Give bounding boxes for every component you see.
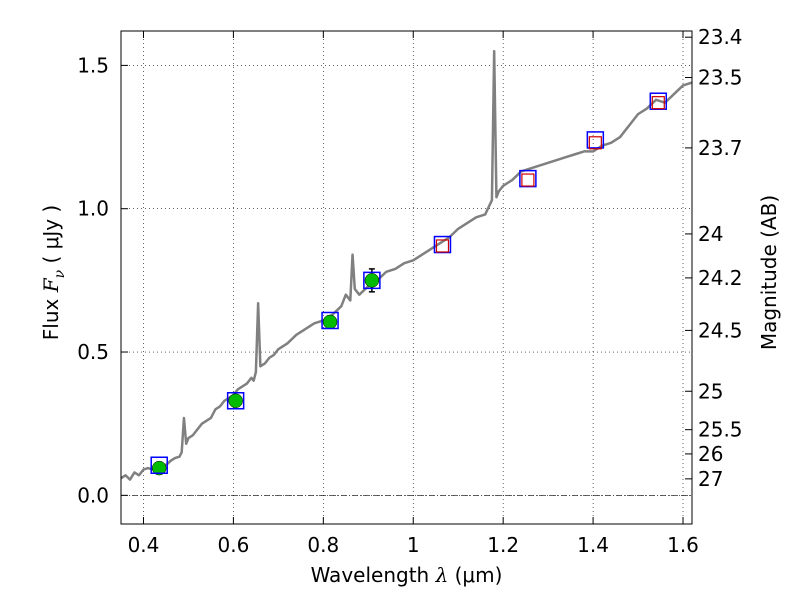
grid bbox=[121, 31, 692, 524]
observed-points bbox=[151, 273, 380, 476]
y2-tick-label: 24.2 bbox=[698, 266, 743, 290]
spectrum-line bbox=[120, 49, 693, 481]
y2-tick-label: 23.7 bbox=[698, 136, 743, 160]
x-tick-label: 0.6 bbox=[217, 533, 249, 557]
upper-limit-point bbox=[588, 136, 602, 150]
observed-point bbox=[364, 273, 380, 288]
y2-tick-label: 23.5 bbox=[698, 66, 743, 90]
observed-point bbox=[228, 393, 243, 408]
model-points bbox=[150, 92, 668, 474]
spectrum-polyline bbox=[120, 49, 693, 481]
y-axis-title: Flux Fν ( μJy ) bbox=[39, 205, 68, 340]
error-bars bbox=[156, 268, 375, 475]
y2-tick-label: 24 bbox=[698, 222, 723, 246]
y2-axis-title: Magnitude (AB) bbox=[757, 195, 781, 350]
observed-point bbox=[151, 460, 167, 476]
y-tick-label: 0.5 bbox=[77, 340, 109, 364]
x-axis-title: Wavelength λ (μm) bbox=[311, 563, 503, 587]
y2-tick-label: 27 bbox=[698, 467, 723, 491]
model-point bbox=[321, 311, 339, 330]
x-tick-label: 0.4 bbox=[128, 533, 160, 557]
y2-tick-label: 25 bbox=[698, 379, 723, 403]
model-point bbox=[150, 456, 168, 474]
model-point bbox=[226, 392, 245, 410]
plot-frame bbox=[120, 30, 693, 525]
y2-tick-label: 25.5 bbox=[698, 418, 743, 442]
x-tick-label: 1.4 bbox=[577, 533, 609, 557]
x-tick-label: 1 bbox=[407, 533, 420, 557]
x-tick-label: 0.8 bbox=[307, 533, 339, 557]
y2-tick-label: 23.4 bbox=[698, 25, 743, 49]
upper-limit-point bbox=[435, 239, 450, 253]
y-tick-label: 1.5 bbox=[77, 53, 109, 77]
upper-limit-point bbox=[521, 173, 535, 187]
x-tick-label: 1.6 bbox=[667, 533, 699, 557]
upper-limit-points bbox=[435, 96, 665, 253]
y-tick-label: 0.0 bbox=[77, 483, 109, 507]
y-tick-label: 1.0 bbox=[77, 197, 109, 221]
y2-tick-label: 26 bbox=[698, 442, 723, 466]
x-tick-label: 1.2 bbox=[487, 533, 519, 557]
ticks bbox=[121, 31, 692, 524]
tick-labels: 0.4 0.6 0.8 1 1.2 1.4 1.6 0.0 0.5 1.0 1.5 23.4 23.5 2… bbox=[77, 25, 742, 557]
y2-tick-label: 24.5 bbox=[698, 318, 743, 342]
model-point bbox=[363, 271, 381, 290]
observed-point bbox=[322, 314, 338, 330]
upper-limit-point bbox=[651, 96, 665, 110]
model-point bbox=[586, 131, 605, 149]
